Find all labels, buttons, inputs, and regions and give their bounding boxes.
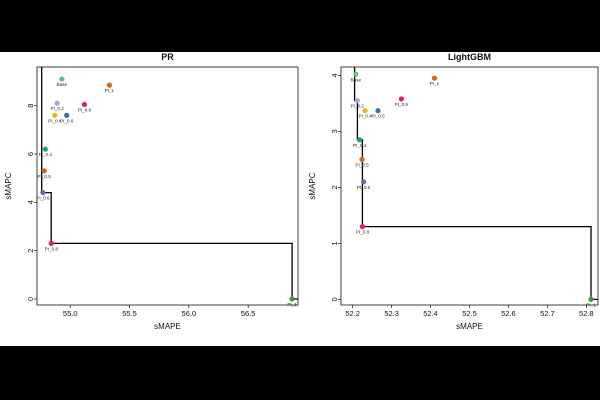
x-tick-label: 52.2 xyxy=(345,309,360,318)
x-tick-label: 52.7 xyxy=(540,309,555,318)
point-label: PI_0.8 xyxy=(356,230,370,235)
data-point xyxy=(359,156,365,162)
data-point xyxy=(64,112,70,118)
pareto-frontier-line xyxy=(353,67,598,301)
point-label: PI_0.4 xyxy=(48,118,62,123)
y-axis-label: sMAPC xyxy=(4,172,13,199)
point-label: Base xyxy=(351,77,362,82)
point-label: PI_0.2 xyxy=(51,106,65,111)
data-point xyxy=(41,168,47,174)
y-tick-label: 4 xyxy=(26,200,35,204)
plot-frame xyxy=(340,66,599,306)
x-tick-label: 52.6 xyxy=(501,309,516,318)
figure-panel: PR 55.0 55.5 56.0 56.5 0 2 4 6 8 sMAPE sMAPC Base PI_… xyxy=(0,52,600,346)
point-label: PI_0.8 xyxy=(395,102,409,107)
point-label: Base xyxy=(57,82,68,87)
data-point xyxy=(289,296,295,302)
point-label: PI_0.2 xyxy=(351,104,365,109)
point-label: PI_0.4 xyxy=(353,143,367,148)
data-point xyxy=(353,71,359,77)
data-point xyxy=(106,82,112,88)
x-tick-label: 52.4 xyxy=(423,309,438,318)
x-tick-label: 56.0 xyxy=(182,309,197,318)
data-point xyxy=(431,75,438,81)
point-label: PI_1 xyxy=(105,88,115,93)
y-tick-label: 3 xyxy=(330,129,339,133)
chart-title: LightGBM xyxy=(448,52,491,62)
x-tick-label: 52.3 xyxy=(384,309,399,318)
point-label: PI_1 xyxy=(430,81,440,86)
data-point xyxy=(398,96,404,102)
data-point xyxy=(354,98,360,104)
chart-title: PR xyxy=(161,52,174,62)
pareto-frontier-line xyxy=(41,67,298,300)
data-point xyxy=(40,190,46,196)
point-label: PI_1 xyxy=(586,302,596,307)
chart-lightgbm: LightGBM 52.2 52.3 52.4 52.5 52.6 52.7 52.8 0 1 2 3… xyxy=(308,52,599,331)
data-point xyxy=(375,108,381,114)
data-point xyxy=(54,100,60,106)
y-tick-label: 0 xyxy=(26,297,35,301)
y-tick-label: 2 xyxy=(330,185,339,189)
data-point xyxy=(59,76,65,82)
point-label: PI_0.6 xyxy=(36,196,50,201)
point-label: PI_0.8 xyxy=(45,246,59,251)
y-tick-label: 8 xyxy=(26,104,35,108)
chart-pr: PR 55.0 55.5 56.0 56.5 0 2 4 6 8 sMAPE sMAPC Base PI_… xyxy=(4,52,299,331)
data-point xyxy=(357,137,363,143)
data-point xyxy=(48,240,54,246)
x-tick-label: 55.0 xyxy=(63,309,78,318)
point-label: PI_0.4 xyxy=(359,114,373,119)
data-point xyxy=(360,179,367,185)
data-point xyxy=(52,112,58,118)
y-tick-label: 2 xyxy=(26,249,35,253)
data-point xyxy=(588,296,594,302)
data-point xyxy=(81,101,88,108)
plot-frame xyxy=(36,66,299,306)
y-tick-label: 6 xyxy=(26,152,35,156)
y-tick-label: 1 xyxy=(330,241,339,245)
data-point xyxy=(362,108,368,114)
data-point xyxy=(359,224,366,230)
point-label: PI_0.5 xyxy=(355,162,369,167)
chart-figure: PR 55.0 55.5 56.0 56.5 0 2 4 6 8 sMAPE sMAPC Base PI_… xyxy=(4,52,599,331)
x-tick-label: 52.5 xyxy=(462,309,477,318)
y-axis-label: sMAPC xyxy=(308,172,317,199)
x-tick-label: 52.8 xyxy=(579,309,594,318)
y-tick-label: 0 xyxy=(330,297,339,301)
point-label: PI_1 xyxy=(287,302,297,307)
point-label: PI_0.8 xyxy=(78,107,92,112)
y-tick-label: 4 xyxy=(330,73,339,77)
x-tick-label: 56.5 xyxy=(241,309,256,318)
point-label: PI_0.6 xyxy=(60,118,74,123)
x-axis-label: sMAPE xyxy=(456,322,483,331)
data-point xyxy=(42,146,48,152)
point-label: PI_0.6 xyxy=(357,185,371,190)
x-axis-label: sMAPE xyxy=(154,322,181,331)
point-label: PI_0.4 xyxy=(39,152,53,157)
point-label: PI_0.5 xyxy=(37,174,51,179)
x-tick-label: 55.5 xyxy=(122,309,137,318)
point-label: PI_0.6 xyxy=(371,114,385,119)
